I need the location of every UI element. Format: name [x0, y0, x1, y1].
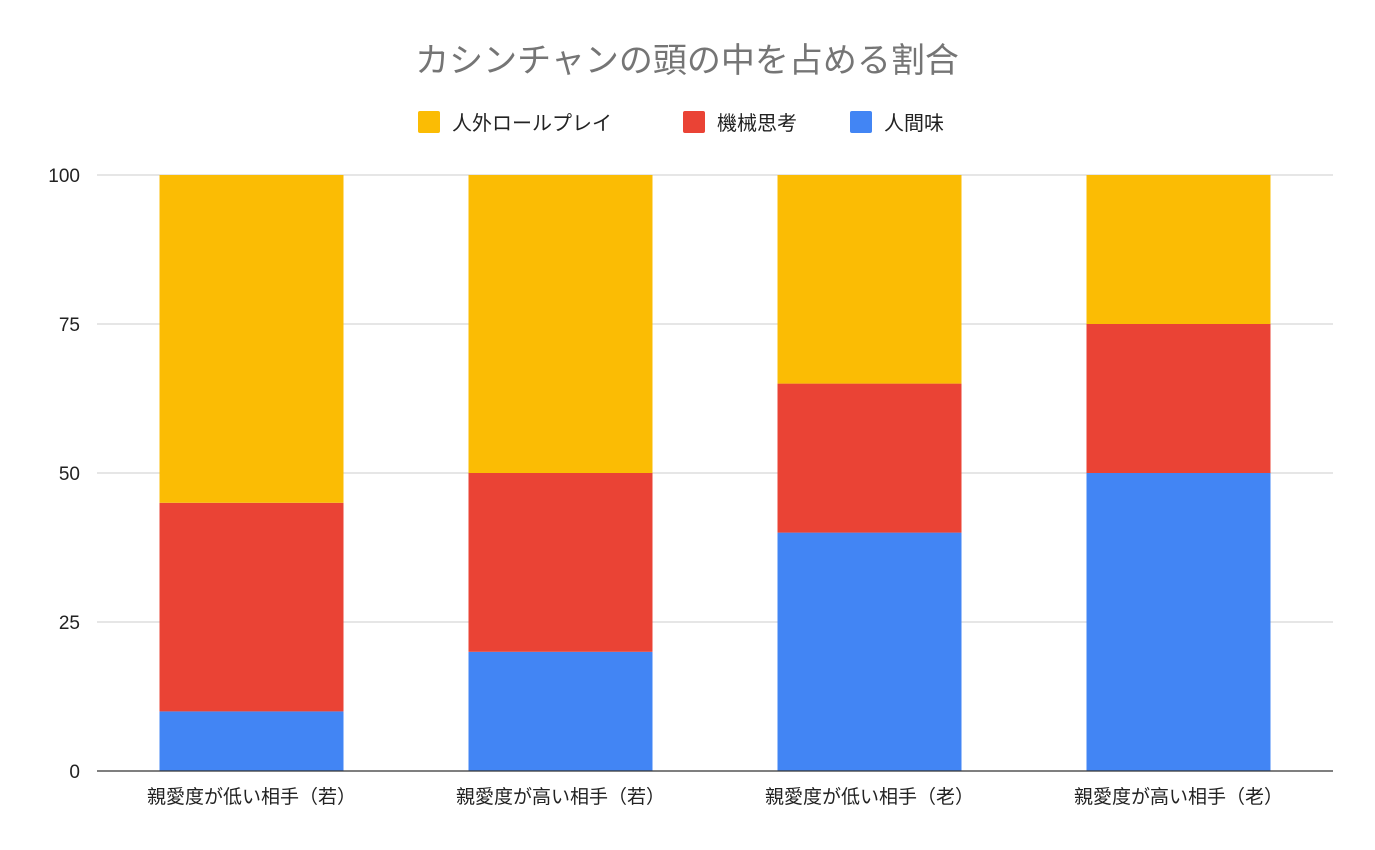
bar-segment — [468, 651, 653, 771]
bar-segment — [1086, 175, 1271, 324]
bar-segment — [159, 502, 344, 712]
legend-label: 人間味 — [884, 112, 944, 135]
legend-label: 人外ロールプレイ — [452, 112, 612, 135]
legend-swatch — [683, 111, 705, 133]
legend-swatch — [850, 111, 872, 133]
bar-segment — [1086, 473, 1271, 771]
y-tick-label: 100 — [48, 166, 80, 187]
y-tick-label: 25 — [59, 613, 80, 634]
x-tick-label: 親愛度が低い相手（老） — [765, 786, 974, 808]
bar-segment — [159, 711, 344, 771]
x-tick-label: 親愛度が高い相手（若） — [456, 786, 665, 808]
x-tick-label: 親愛度が低い相手（若） — [147, 786, 356, 808]
y-tick-label: 75 — [59, 315, 80, 336]
y-tick-label: 0 — [69, 762, 80, 783]
legend-swatch — [418, 111, 440, 133]
bar-segment — [159, 175, 344, 503]
legend-label: 機械思考 — [717, 112, 797, 135]
chart-title: カシンチャンの頭の中を占める割合 — [415, 42, 959, 80]
bar-segment — [468, 473, 653, 652]
axes: 0 25 50 75 100 親愛度が低い相手（若） 親愛度が高い相手（若） 親愛度が低い相手… — [48, 166, 1333, 808]
bar-segment — [468, 175, 653, 473]
y-tick-label: 50 — [59, 464, 80, 485]
bar-segment — [1086, 324, 1271, 473]
x-tick-label: 親愛度が高い相手（老） — [1074, 786, 1283, 808]
bars — [159, 175, 1271, 771]
bar-segment — [777, 532, 962, 771]
bar-segment — [777, 383, 962, 533]
legend: 人外ロールプレイ 機械思考 人間味 — [418, 111, 944, 135]
bar-segment — [777, 175, 962, 384]
